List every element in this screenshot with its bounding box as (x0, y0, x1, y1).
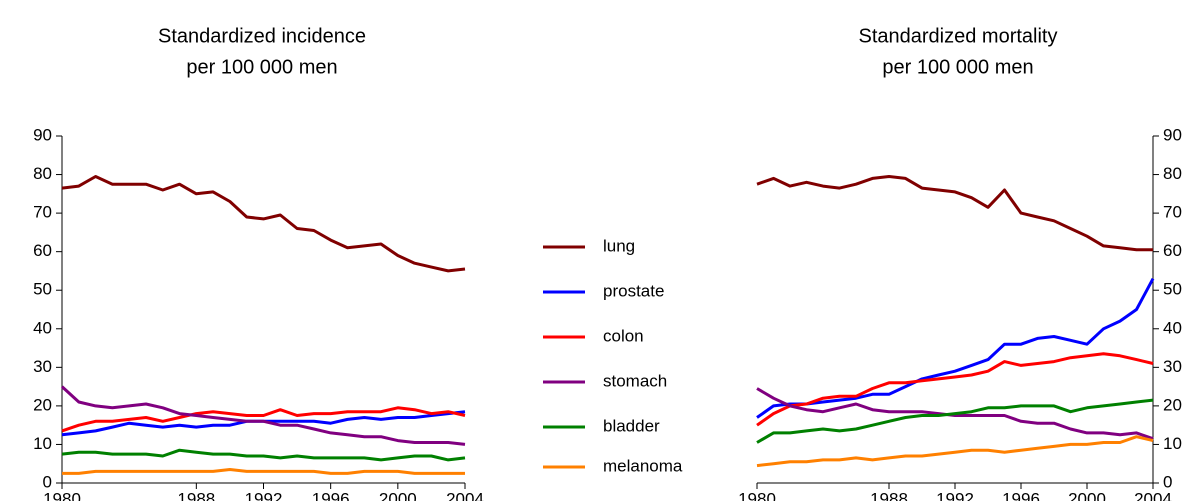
chart-title: Standardized incidence (158, 25, 366, 47)
chart-title: per 100 000 men (186, 56, 337, 78)
y-tick-label: 50 (33, 280, 52, 299)
x-tick-label: 1988 (870, 489, 908, 501)
series-line (61, 175, 466, 273)
y-tick-label: 50 (1163, 280, 1182, 299)
series-line (61, 448, 466, 462)
x-tick-label: 2004 (446, 489, 484, 501)
chart-title: Standardized mortality (859, 25, 1058, 47)
x-tick-label: 1996 (1002, 489, 1040, 501)
legend-label: bladder (603, 416, 660, 435)
x-tick-label: 1992 (936, 489, 974, 501)
legend-label: melanoma (603, 456, 683, 475)
y-tick-label: 0 (1163, 472, 1172, 491)
y-tick-label: 70 (1163, 203, 1182, 222)
y-tick-label: 90 (33, 125, 52, 144)
y-tick-label: 90 (1163, 125, 1182, 144)
x-tick-label: 1992 (245, 489, 283, 501)
x-tick-label: 1980 (43, 489, 81, 501)
series-line (756, 277, 1155, 419)
series-line (60, 385, 466, 446)
legend-label: lung (603, 236, 635, 255)
series-line (756, 175, 1153, 252)
y-tick-label: 80 (33, 164, 52, 183)
series-line (756, 387, 1154, 441)
series-line (756, 352, 1154, 427)
x-tick-label: 2000 (379, 489, 417, 501)
y-tick-label: 40 (1163, 318, 1182, 337)
y-tick-label: 20 (33, 395, 52, 414)
series-line (62, 468, 465, 475)
series-line (756, 435, 1154, 468)
y-tick-label: 10 (1163, 434, 1182, 453)
y-tick-label: 30 (1163, 357, 1182, 376)
y-tick-label: 40 (33, 318, 52, 337)
x-tick-label: 1980 (738, 489, 776, 501)
x-tick-label: 1996 (312, 489, 350, 501)
y-tick-label: 10 (33, 434, 52, 453)
legend-label: colon (603, 326, 644, 345)
y-tick-label: 60 (33, 241, 52, 260)
series-line (61, 406, 466, 433)
y-tick-label: 60 (1163, 241, 1182, 260)
series-line (756, 398, 1154, 444)
x-tick-label: 2000 (1068, 489, 1106, 501)
legend-label: prostate (603, 281, 664, 300)
y-tick-label: 0 (43, 472, 52, 491)
y-tick-label: 80 (1163, 164, 1182, 183)
y-tick-label: 70 (33, 203, 52, 222)
x-tick-label: 1988 (177, 489, 215, 501)
chart-title: per 100 000 men (882, 56, 1033, 78)
x-tick-label: 2004 (1134, 489, 1172, 501)
y-tick-label: 30 (33, 357, 52, 376)
legend-label: stomach (603, 371, 667, 390)
y-tick-label: 20 (1163, 395, 1182, 414)
